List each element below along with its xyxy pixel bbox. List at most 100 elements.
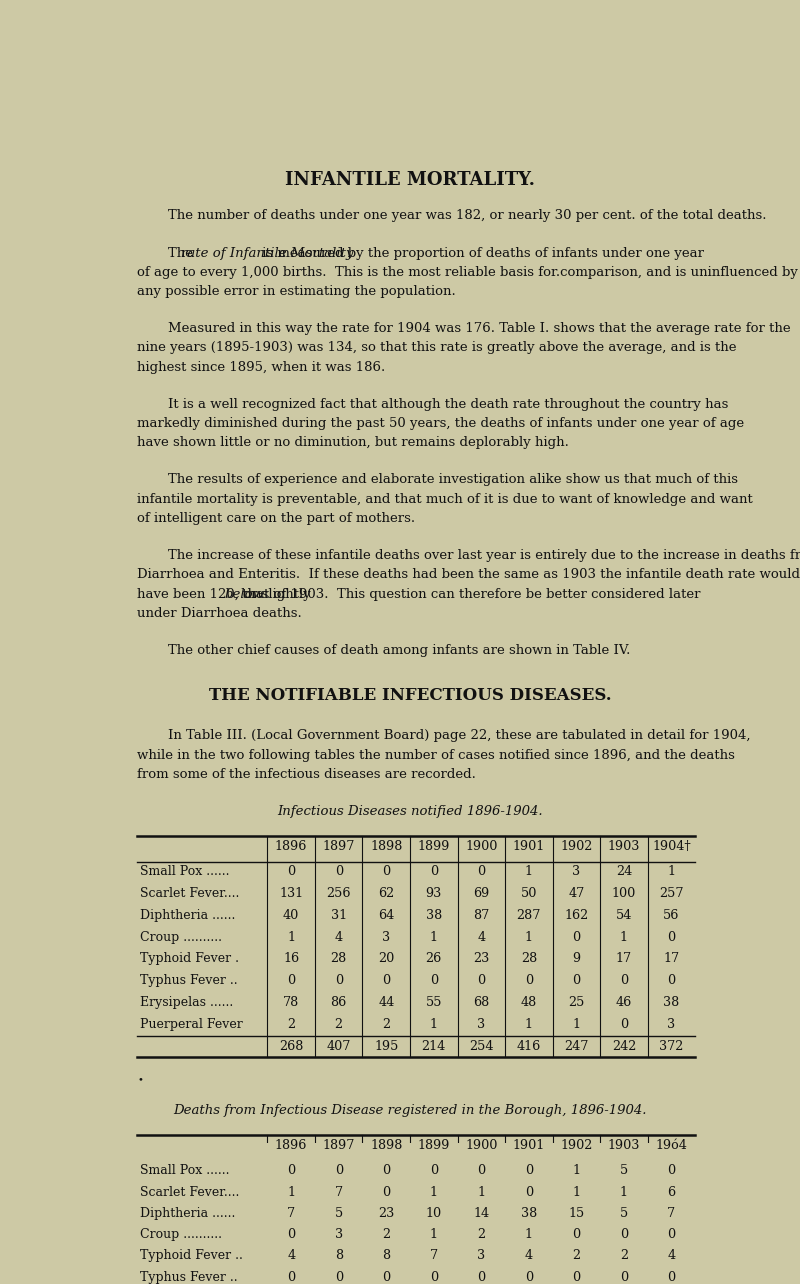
Text: any possible error in estimating the population.: any possible error in estimating the pop… xyxy=(138,285,456,298)
Text: 162: 162 xyxy=(564,909,589,922)
Text: 0: 0 xyxy=(667,1229,675,1242)
Text: 23: 23 xyxy=(473,953,490,966)
Text: INFANTILE MORTALITY.: INFANTILE MORTALITY. xyxy=(285,171,535,189)
Text: 256: 256 xyxy=(326,887,351,900)
Text: 0: 0 xyxy=(478,1271,486,1284)
Text: 2: 2 xyxy=(572,1249,581,1262)
Text: The increase of these infantile deaths over last year is entirely due to the inc: The increase of these infantile deaths o… xyxy=(168,550,800,562)
Text: 48: 48 xyxy=(521,996,537,1009)
Text: 17: 17 xyxy=(663,953,679,966)
Text: 1: 1 xyxy=(430,931,438,944)
Text: 44: 44 xyxy=(378,996,394,1009)
Text: 131: 131 xyxy=(279,887,303,900)
Text: It is a well recognized fact that although the death rate throughout the country: It is a well recognized fact that althou… xyxy=(168,398,729,411)
Text: 1898: 1898 xyxy=(370,1139,402,1152)
Text: 5: 5 xyxy=(334,1207,343,1220)
Text: 62: 62 xyxy=(378,887,394,900)
Text: 3: 3 xyxy=(334,1229,342,1242)
Text: 0: 0 xyxy=(667,1271,675,1284)
Text: 25: 25 xyxy=(568,996,585,1009)
Text: 3: 3 xyxy=(382,931,390,944)
Text: 47: 47 xyxy=(568,887,585,900)
Text: 38: 38 xyxy=(521,1207,537,1220)
Text: 0: 0 xyxy=(430,1271,438,1284)
Text: 8: 8 xyxy=(334,1249,342,1262)
Text: 0: 0 xyxy=(525,1185,533,1199)
Text: 19ó4: 19ó4 xyxy=(655,1139,687,1152)
Text: 87: 87 xyxy=(473,909,490,922)
Text: Typhus Fever ..: Typhus Fever .. xyxy=(140,975,238,987)
Text: have shown little or no diminution, but remains deplorably high.: have shown little or no diminution, but … xyxy=(138,437,569,449)
Text: 23: 23 xyxy=(378,1207,394,1220)
Text: 0: 0 xyxy=(620,1271,628,1284)
Text: under Diarrhoea deaths.: under Diarrhoea deaths. xyxy=(138,607,302,620)
Text: 0: 0 xyxy=(430,1165,438,1177)
Text: 416: 416 xyxy=(517,1040,541,1053)
Text: 1901: 1901 xyxy=(513,840,545,853)
Text: 0: 0 xyxy=(334,1271,342,1284)
Text: 0: 0 xyxy=(525,1165,533,1177)
Text: Diphtheria ......: Diphtheria ...... xyxy=(140,909,236,922)
Text: 287: 287 xyxy=(517,909,541,922)
Text: Diarrhoea and Enteritis.  If these deaths had been the same as 1903 the infantil: Diarrhoea and Enteritis. If these deaths… xyxy=(138,569,800,582)
Text: 0: 0 xyxy=(287,1229,295,1242)
Text: from some of the infectious diseases are recorded.: from some of the infectious diseases are… xyxy=(138,768,476,781)
Text: 0: 0 xyxy=(334,975,342,987)
Text: 0: 0 xyxy=(430,975,438,987)
Text: 64: 64 xyxy=(378,909,394,922)
Text: The results of experience and elaborate investigation alike show us that much of: The results of experience and elaborate … xyxy=(168,474,738,487)
Text: 1903: 1903 xyxy=(608,1139,640,1152)
Text: is measured by the proportion of deaths of infants under one year: is measured by the proportion of deaths … xyxy=(258,247,704,259)
Text: Puerperal Fever: Puerperal Fever xyxy=(140,1018,243,1031)
Text: 1: 1 xyxy=(572,1185,580,1199)
Text: 2: 2 xyxy=(620,1249,628,1262)
Text: In Table III. (Local Government Board) page 22, these are tabulated in detail fo: In Table III. (Local Government Board) p… xyxy=(168,729,750,742)
Text: Scarlet Fever....: Scarlet Fever.... xyxy=(140,887,240,900)
Text: below: below xyxy=(224,588,264,601)
Text: Small Pox ......: Small Pox ...... xyxy=(140,865,230,878)
Text: 7: 7 xyxy=(287,1207,295,1220)
Text: 0: 0 xyxy=(382,975,390,987)
Text: 17: 17 xyxy=(616,953,632,966)
Text: 55: 55 xyxy=(426,996,442,1009)
Text: 50: 50 xyxy=(521,887,537,900)
Text: infantile mortality is preventable, and that much of it is due to want of knowle: infantile mortality is preventable, and … xyxy=(138,493,753,506)
Text: 4: 4 xyxy=(334,931,342,944)
Text: 26: 26 xyxy=(426,953,442,966)
Text: Typhoid Fever .: Typhoid Fever . xyxy=(140,953,239,966)
Text: 1: 1 xyxy=(667,865,675,878)
Text: 4: 4 xyxy=(525,1249,533,1262)
Text: 86: 86 xyxy=(330,996,347,1009)
Text: 5: 5 xyxy=(620,1165,628,1177)
Text: while in the two following tables the number of cases notified since 1896, and t: while in the two following tables the nu… xyxy=(138,749,735,761)
Text: •: • xyxy=(138,1075,143,1084)
Text: 0: 0 xyxy=(572,1229,581,1242)
Text: 0: 0 xyxy=(525,1271,533,1284)
Text: The other chief causes of death among infants are shown in Table IV.: The other chief causes of death among in… xyxy=(168,645,630,657)
Text: Deaths from Infectious Disease registered in the Borough, 1896-1904.: Deaths from Infectious Disease registere… xyxy=(174,1104,646,1117)
Text: Erysipelas ......: Erysipelas ...... xyxy=(140,996,234,1009)
Text: 0: 0 xyxy=(572,1271,581,1284)
Text: markedly diminished during the past 50 years, the deaths of infants under one ye: markedly diminished during the past 50 y… xyxy=(138,417,744,430)
Text: 1896: 1896 xyxy=(275,1139,307,1152)
Text: 6: 6 xyxy=(667,1185,675,1199)
Text: 0: 0 xyxy=(382,1165,390,1177)
Text: 1903: 1903 xyxy=(608,840,640,853)
Text: Diphtheria ......: Diphtheria ...... xyxy=(140,1207,236,1220)
Text: 1900: 1900 xyxy=(465,840,498,853)
Text: 242: 242 xyxy=(612,1040,636,1053)
Text: 10: 10 xyxy=(426,1207,442,1220)
Text: 4: 4 xyxy=(478,931,486,944)
Text: Measured in this way the rate for 1904 was 176. Table I. shows that the average : Measured in this way the rate for 1904 w… xyxy=(168,322,791,335)
Text: 2: 2 xyxy=(382,1229,390,1242)
Text: The: The xyxy=(168,247,198,259)
Text: 1900: 1900 xyxy=(465,1139,498,1152)
Text: Typhus Fever ..: Typhus Fever .. xyxy=(140,1271,238,1284)
Text: 7: 7 xyxy=(667,1207,675,1220)
Text: Croup ..........: Croup .......... xyxy=(140,1229,222,1242)
Text: 54: 54 xyxy=(616,909,632,922)
Text: THE NOTIFIABLE INFECTIOUS DISEASES.: THE NOTIFIABLE INFECTIOUS DISEASES. xyxy=(209,687,611,704)
Text: 0: 0 xyxy=(620,1229,628,1242)
Text: highest since 1895, when it was 186.: highest since 1895, when it was 186. xyxy=(138,361,386,374)
Text: 100: 100 xyxy=(612,887,636,900)
